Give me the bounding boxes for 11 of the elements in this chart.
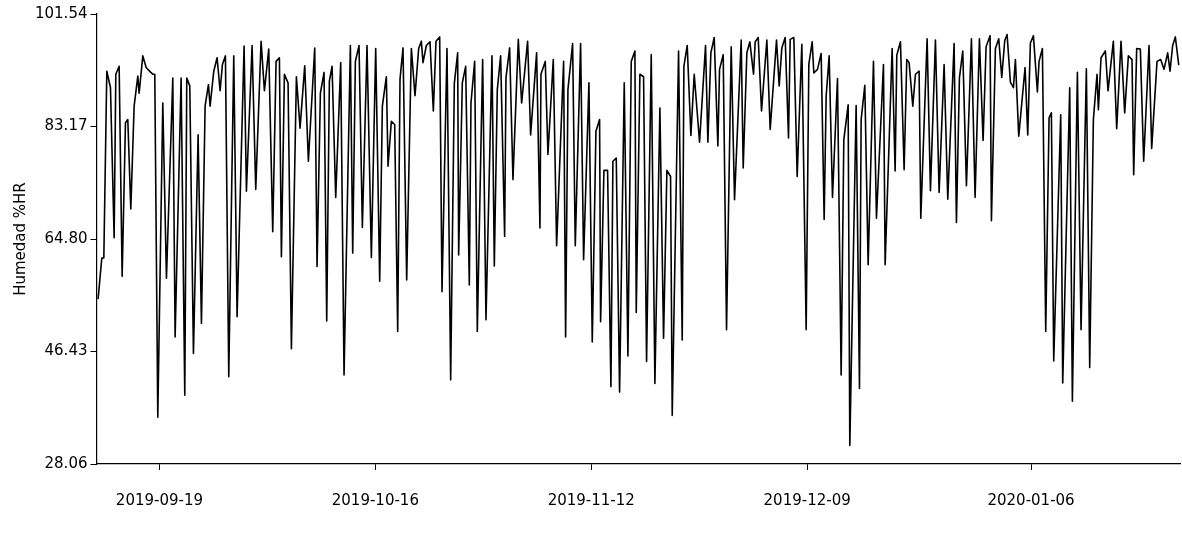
x-tick-label: 2019-12-09 — [763, 490, 851, 509]
y-tick-label: 101.54 — [34, 3, 88, 22]
x-tick-label: 2019-09-19 — [115, 490, 204, 509]
y-tick-label: 28.06 — [44, 453, 88, 472]
y-tick-label: 64.80 — [44, 228, 88, 247]
x-tick-label: 2019-10-16 — [331, 490, 419, 509]
x-tick-label: 2020-01-06 — [987, 490, 1075, 509]
y-tick-label: 46.43 — [44, 341, 88, 360]
x-tick-label: 2019-11-12 — [547, 490, 635, 509]
y-axis-title: Humedad %HR — [10, 182, 29, 296]
y-tick-label: 83.17 — [44, 116, 88, 135]
